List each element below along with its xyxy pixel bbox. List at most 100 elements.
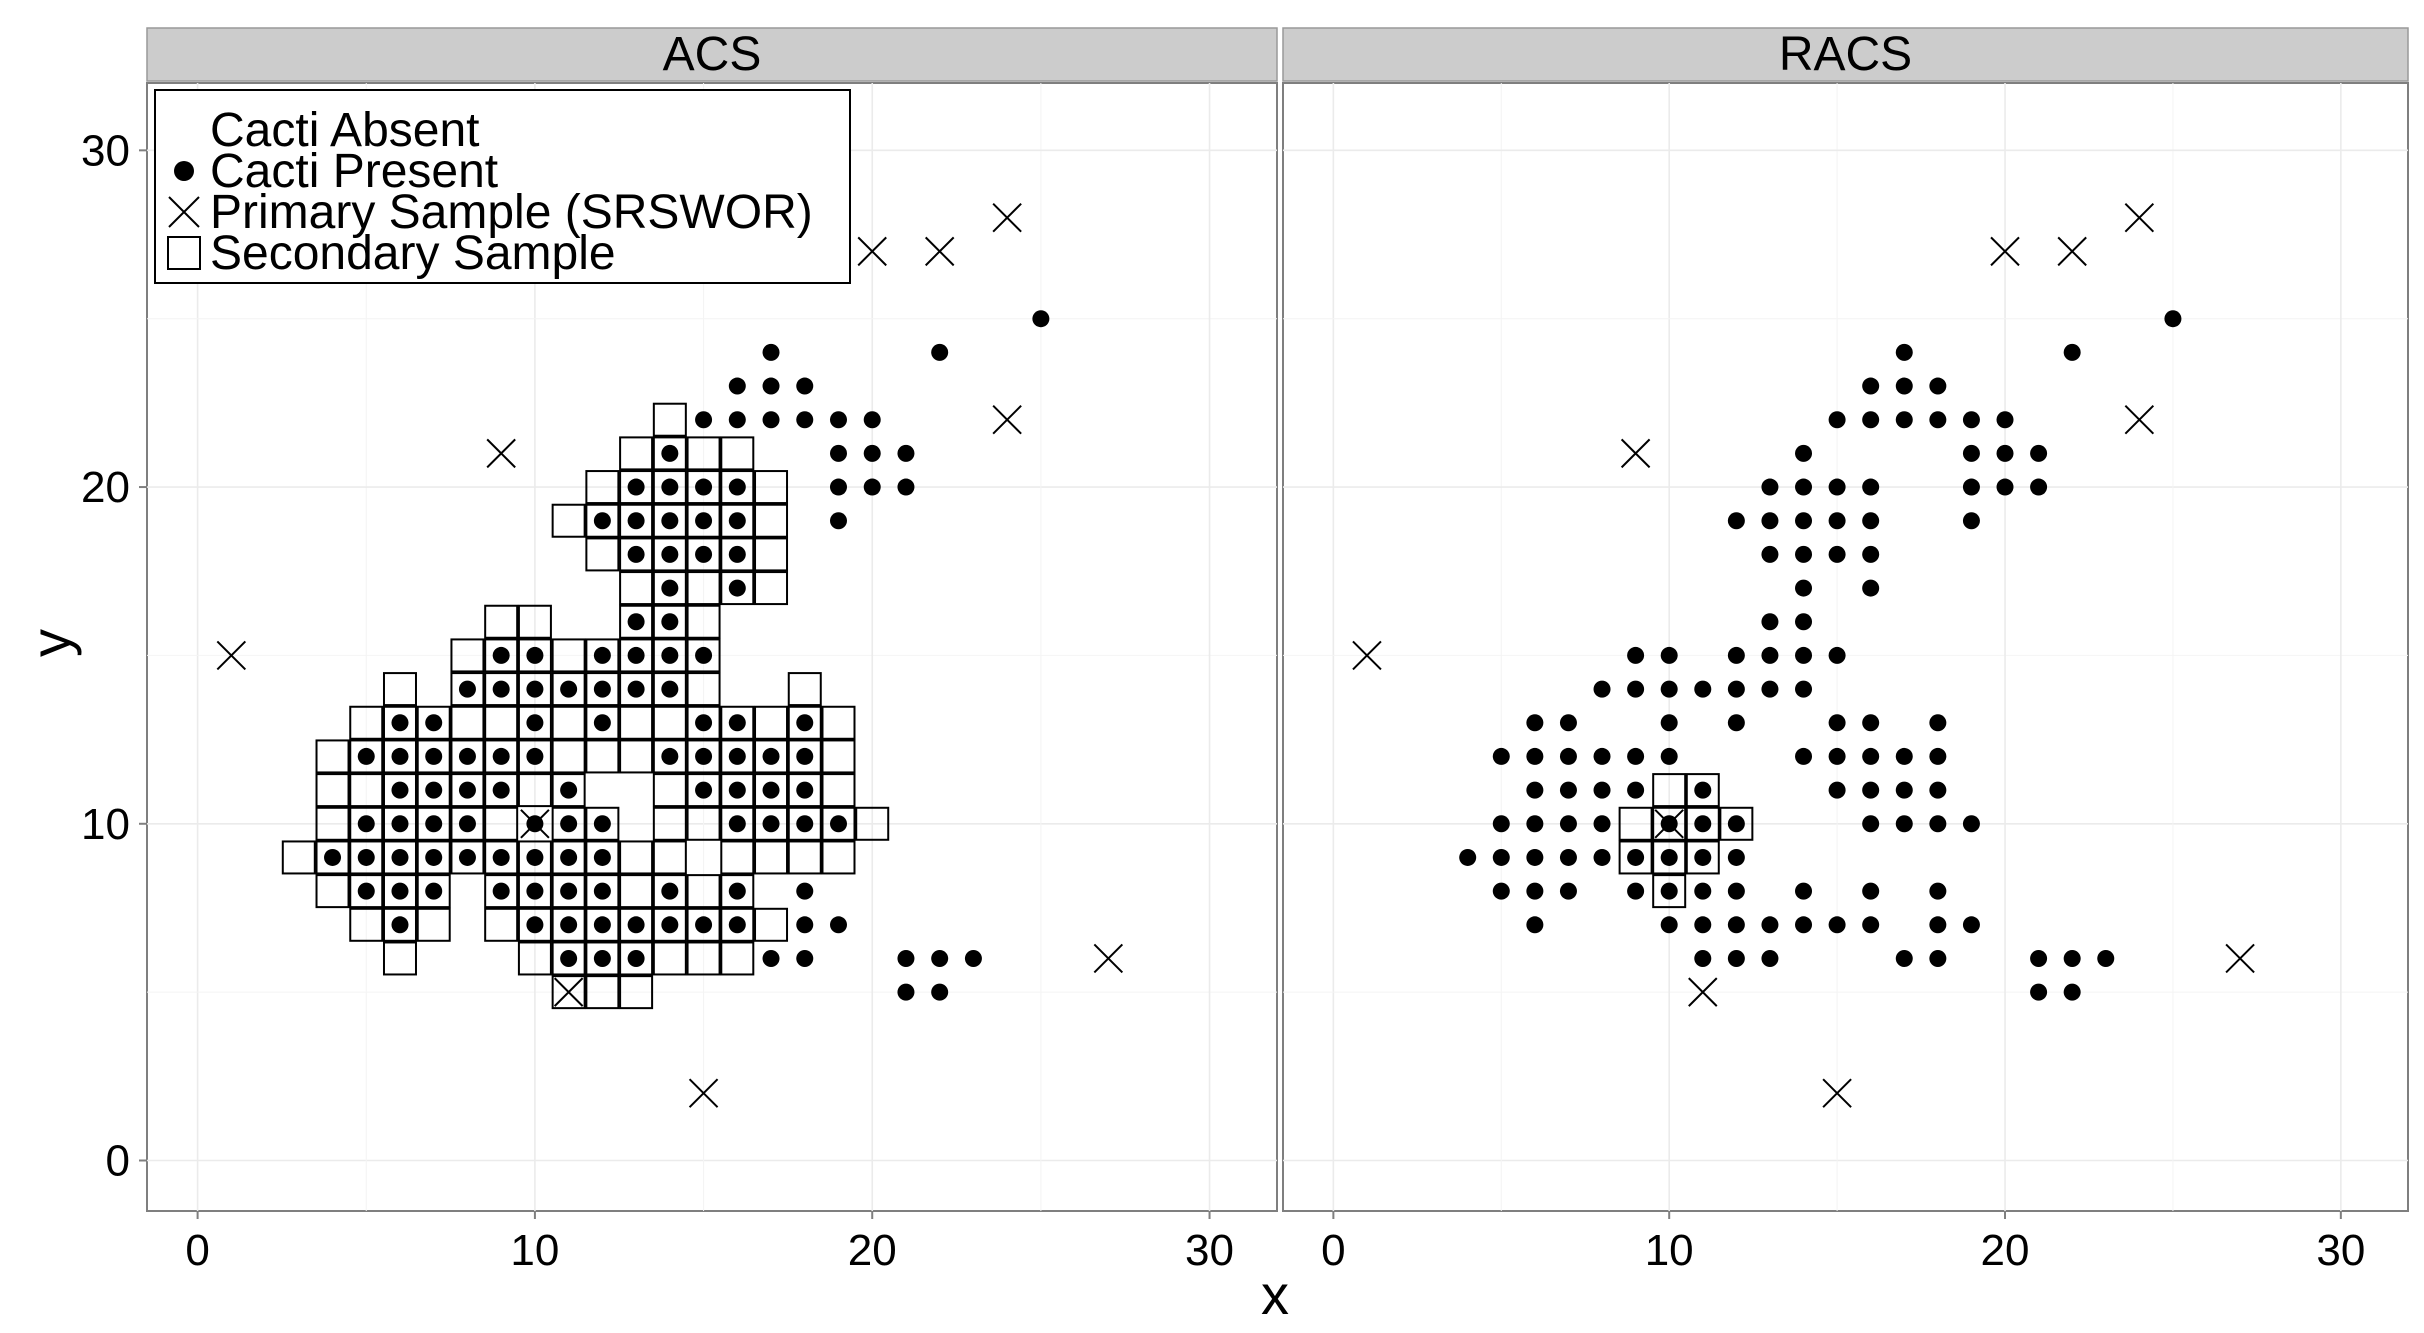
secondary-sample-square — [686, 941, 721, 976]
cacti-present-point — [2063, 983, 2081, 1001]
cacti-present-point — [1526, 916, 1544, 934]
y-axis-title: y — [19, 629, 82, 657]
legend-label: Cacti Absent — [210, 104, 479, 157]
secondary-sample-square — [821, 840, 856, 875]
cacti-present-point — [1727, 815, 1745, 833]
secondary-sample-square — [652, 402, 687, 437]
cacti-present-point — [1795, 882, 1813, 900]
cacti-present-point — [661, 512, 679, 530]
cacti-present-point — [728, 882, 746, 900]
secondary-sample-square — [720, 806, 755, 841]
secondary-sample-square — [450, 638, 485, 673]
secondary-sample-square — [450, 672, 485, 707]
cacti-present-point — [1862, 916, 1880, 934]
cacti-present-point — [458, 781, 476, 799]
cacti-present-point — [526, 714, 544, 732]
cacti-present-point — [1526, 815, 1544, 833]
cacti-present-point — [829, 916, 847, 934]
cacti-present-point — [391, 714, 409, 732]
cacti-present-point — [492, 646, 510, 664]
cacti-present-point — [695, 478, 713, 496]
secondary-sample-square — [1652, 840, 1687, 875]
secondary-sample-series — [1618, 773, 1754, 909]
cacti-present-point — [1694, 815, 1712, 833]
secondary-sample-series — [281, 402, 890, 1010]
cacti-present-point — [897, 478, 915, 496]
cacti-present-point — [796, 916, 814, 934]
cacti-present-point — [1660, 848, 1678, 866]
secondary-sample-square — [484, 638, 519, 673]
cacti-present-point — [661, 747, 679, 765]
cacti-present-point — [1660, 680, 1678, 698]
secondary-sample-square — [484, 672, 519, 707]
secondary-sample-square — [551, 806, 586, 841]
gridlines — [1283, 83, 2408, 1211]
secondary-sample-square — [720, 874, 755, 909]
cacti-present-point — [1828, 545, 1846, 563]
cacti-present-point — [425, 781, 443, 799]
secondary-sample-square — [416, 773, 451, 808]
cacti-present-point — [627, 949, 645, 967]
cacti-present-point — [425, 882, 443, 900]
cacti-present-point — [1929, 882, 1947, 900]
cacti-present-point — [796, 411, 814, 429]
cacti-present-point — [1593, 781, 1611, 799]
secondary-sample-square — [686, 773, 721, 808]
x-tick-label: 10 — [510, 1226, 559, 1275]
secondary-sample-square — [619, 705, 654, 740]
secondary-sample-square — [416, 739, 451, 774]
cacti-present-point — [695, 747, 713, 765]
cacti-present-point — [1862, 815, 1880, 833]
cacti-present-point — [357, 815, 375, 833]
secondary-sample-square — [619, 739, 654, 774]
secondary-sample-square — [450, 806, 485, 841]
cacti-present-point — [1761, 613, 1779, 631]
primary-sample-cross — [924, 236, 955, 267]
primary-sample-cross — [520, 809, 550, 839]
cacti-present-point — [593, 882, 611, 900]
cacti-present-point — [762, 343, 780, 361]
secondary-sample-square — [652, 705, 687, 740]
cacti-present-point — [829, 478, 847, 496]
secondary-sample-square — [686, 571, 721, 606]
y-tick-label: 0 — [106, 1136, 130, 1185]
primary-sample-series — [1352, 202, 2255, 1108]
secondary-sample-square — [517, 773, 552, 808]
x-tick-label: 30 — [2316, 1226, 2365, 1275]
secondary-sample-square — [585, 975, 620, 1010]
primary-sample-cross — [216, 640, 247, 671]
cacti-present-point — [1761, 545, 1779, 563]
cacti-present-point — [425, 848, 443, 866]
secondary-sample-square — [450, 840, 485, 875]
secondary-sample-square — [787, 739, 822, 774]
cacti-present-point — [762, 815, 780, 833]
cacti-present-point — [1559, 848, 1577, 866]
secondary-sample-square — [585, 470, 620, 505]
facet-strip — [146, 27, 1278, 82]
cacti-present-point — [391, 882, 409, 900]
cacti-present-point — [1559, 781, 1577, 799]
secondary-sample-square — [686, 470, 721, 505]
secondary-sample-square — [382, 874, 417, 909]
cacti-present-point — [1492, 848, 1510, 866]
secondary-sample-square — [551, 739, 586, 774]
secondary-sample-square — [517, 739, 552, 774]
cacti-present-point — [526, 646, 544, 664]
cacti-present-point — [593, 848, 611, 866]
cacti-present-point — [1627, 882, 1645, 900]
secondary-sample-square — [619, 672, 654, 707]
secondary-sample-square — [551, 672, 586, 707]
secondary-sample-square — [754, 840, 789, 875]
cacti-present-point — [526, 747, 544, 765]
secondary-sample-square — [416, 705, 451, 740]
secondary-sample-square — [349, 874, 384, 909]
secondary-sample-square — [720, 941, 755, 976]
secondary-sample-square — [484, 874, 519, 909]
secondary-sample-square — [517, 941, 552, 976]
secondary-sample-square — [281, 840, 316, 875]
cacti-present-point — [1795, 613, 1813, 631]
secondary-sample-square — [517, 874, 552, 909]
cacti-present-point — [1593, 815, 1611, 833]
primary-sample-cross — [486, 438, 516, 469]
legend-key-square — [167, 236, 201, 270]
